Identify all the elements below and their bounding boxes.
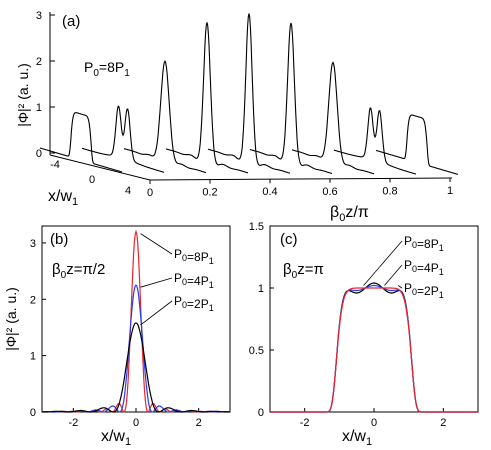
- a-curve-z: [333, 107, 417, 175]
- a-y-tick-label: 2: [36, 56, 42, 68]
- b-x-tick-label: 2: [196, 417, 202, 429]
- c-curve: [270, 287, 478, 413]
- a-curve-z: [291, 61, 375, 175]
- a-z-tick-label: 0: [147, 187, 153, 199]
- a-zlabel: β0z/π: [330, 204, 369, 224]
- b-tag: (b): [50, 231, 68, 248]
- a-z-tick-label: 1: [447, 185, 453, 197]
- b-legend-label: P0=2P1: [174, 294, 214, 313]
- a-z-tick-label: 0.6: [322, 186, 337, 198]
- a-ylabel: |Φ|² (a. u.): [15, 63, 31, 127]
- a-y-tick-label: 0: [36, 148, 42, 160]
- a-power-label: P0=8P1: [84, 59, 130, 79]
- a-curve-z: [81, 105, 165, 173]
- panel-c: 0 0.5 1 1.5 -2 0 2 x/w1 (c) β0z=π P0=8P1 P0=4P1…: [249, 221, 479, 448]
- b-legend-label: P0=8P1: [174, 247, 214, 266]
- b-legend-leader: [140, 300, 173, 326]
- b-x-tick-label: 0: [133, 417, 139, 429]
- c-legend-label: P0=8P1: [404, 234, 444, 253]
- a-curve-z: [39, 112, 123, 173]
- c-frame: [269, 225, 479, 413]
- b-y-tick-label: 1: [30, 351, 36, 363]
- c-x-tick-label: -2: [300, 417, 310, 429]
- c-legend-leader: [398, 285, 403, 289]
- a-x-tick-label: -4: [50, 159, 60, 171]
- c-curve: [270, 284, 478, 413]
- b-y-tick-label: 2: [30, 294, 36, 306]
- c-annotation: β0z=π: [283, 261, 324, 281]
- b-curve: [42, 322, 230, 413]
- c-y-tick-label: 0.5: [249, 345, 264, 357]
- a-z-tick-label: 0.4: [262, 186, 277, 198]
- a-curve-z: [165, 22, 249, 174]
- a-curve-z: [375, 114, 459, 175]
- a-x-tick-label: 0: [89, 174, 95, 186]
- panel-b: 0 1 2 3 -2 0 2 |Φ|² (a. u.) x/w1 (b) β0z=π/2 P…: [3, 225, 231, 448]
- b-y-tick-label: 3: [30, 238, 36, 250]
- c-x-tick-label: 2: [440, 417, 446, 429]
- c-legend-leader: [363, 240, 403, 286]
- a-curve-z: [123, 59, 207, 174]
- b-y-tick-label: 0: [30, 407, 36, 419]
- c-tag: (c): [280, 231, 298, 248]
- a-y-tick-label: 1: [36, 102, 42, 114]
- c-xlabel: x/w1: [342, 428, 372, 448]
- b-legend-leader: [140, 233, 173, 255]
- a-curve-z: [249, 22, 333, 175]
- a-curve-z: [207, 13, 291, 174]
- c-curve: [270, 282, 478, 413]
- b-x-tick-label: -2: [68, 417, 78, 429]
- b-legend-leader: [140, 277, 173, 288]
- a-y-tick-label: 3: [36, 10, 42, 22]
- c-legend-label: P0=2P1: [404, 281, 444, 300]
- a-x-tick-label: 4: [125, 185, 131, 197]
- c-x-tick-label: 0: [371, 417, 377, 429]
- a-xlabel: x/w1: [48, 188, 78, 208]
- a-z-axis: [149, 177, 453, 181]
- b-legend-label: P0=4P1: [174, 271, 214, 290]
- c-legend-leader: [384, 264, 403, 286]
- c-y-tick-label: 1: [258, 283, 264, 295]
- a-tag: (a): [62, 13, 80, 30]
- b-xlabel: x/w1: [101, 428, 131, 448]
- b-ylabel: |Φ|² (a. u.): [3, 287, 19, 351]
- c-y-tick-label: 1.5: [249, 221, 264, 233]
- a-x-axis: [49, 154, 151, 181]
- c-legend-label: P0=4P1: [404, 258, 444, 277]
- panel-a: 0 1 2 3 |Φ|² (a. u.) (a) P0=8P1 -4 0 4 0 0.2 0.…: [15, 10, 459, 224]
- a-z-tick-label: 0.2: [202, 187, 217, 199]
- b-annotation: β0z=π/2: [52, 261, 105, 281]
- c-y-tick-label: 0: [258, 407, 264, 419]
- a-z-tick-label: 0.8: [382, 185, 397, 197]
